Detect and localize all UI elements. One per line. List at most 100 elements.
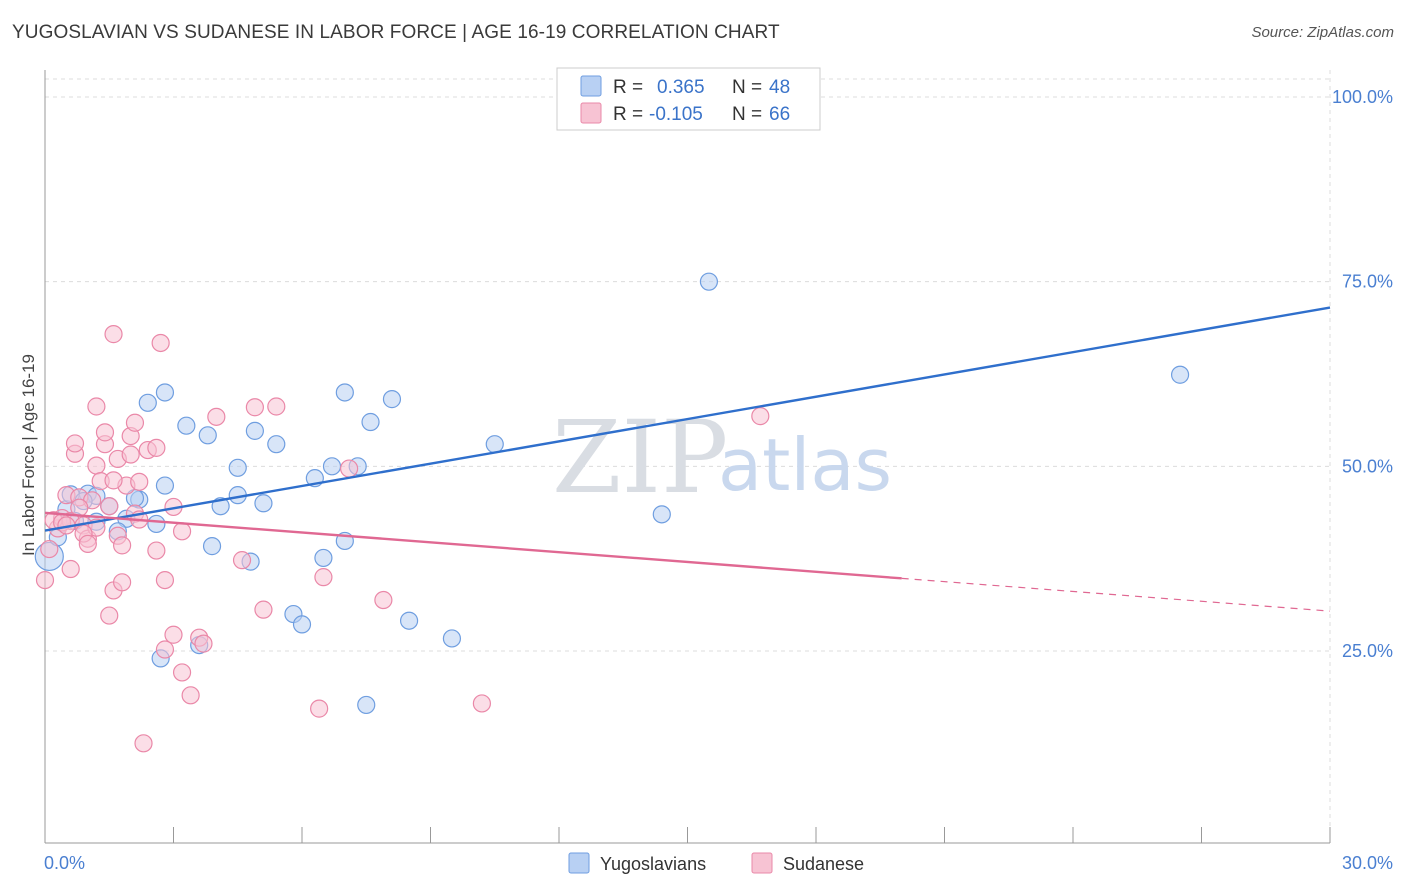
sudanese-point [40,539,59,559]
tick-labels: 25.0% 50.0% 75.0% 100.0% 0.0% 30.0% [44,87,1393,873]
yugoslavian-point [155,476,175,495]
yugoslavian-point [322,457,342,476]
y-tick-label-2: 75.0% [1342,272,1393,292]
sudanese-point [147,541,166,560]
sudanese-point [100,497,119,516]
yugoslavian-point [228,458,247,477]
sudanese-point [751,407,770,426]
sudanese-point [112,536,132,555]
yugoslavian-point [699,272,719,291]
yugoslavian-point [245,421,264,440]
yugoslavian-point [267,435,286,454]
sudanese-point [87,397,106,416]
sudanese-point [130,472,149,491]
sudanese-point [194,634,213,653]
sudanese-point [310,699,329,718]
y-tick-label-1: 50.0% [1342,456,1393,476]
yugoslavian-point [314,548,333,568]
sudanese-point [61,559,80,579]
y-tick-label-3: 100.0% [1332,87,1393,107]
yugoslavian-point [442,629,462,648]
yugoslavian-point [335,383,354,402]
legend-r-value-1: 0.365 [657,77,705,98]
sudanese-point [181,686,200,705]
chart-title: YUGOSLAVIAN VS SUDANESE IN LABOR FORCE |… [12,22,780,43]
legend-n-value-2: 66 [769,104,790,125]
sudanese-point [95,423,115,442]
yugoslavian-point [357,695,376,715]
yugoslavian-point [485,435,504,454]
yugoslavian-point [198,426,217,445]
sudanese-trend-line [44,511,902,580]
yugoslavian-point [138,393,157,412]
sudanese-trend-line-dashed [901,577,1331,612]
yugoslavian-point [254,494,273,513]
sudanese-point [232,551,252,570]
x-tick-label-1: 30.0% [1342,853,1393,873]
sudanese-point [78,534,97,553]
x-tick-label-0: 0.0% [44,853,85,873]
legend-n-label-1: N = [732,77,762,98]
bottom-legend-swatch-yugoslavians [568,852,590,874]
sudanese-point [151,333,170,353]
y-axis-label: In Labor Force | Age 16-19 [19,354,38,556]
sudanese-point [35,570,55,590]
stats-legend: R = 0.365 N = 48 R = -0.105 N = 66 [556,67,821,131]
yugoslavian-point [202,537,222,556]
watermark-atlas: atlas [718,423,892,507]
legend-r-label-1: R = [613,77,643,98]
watermark-zip: ZIP [552,399,728,516]
legend-swatch-sudanese [580,102,602,124]
data-points [34,87,1190,753]
yugoslavian-point [399,611,419,630]
sudanese-point [70,498,89,517]
sudanese-point [87,456,106,475]
sudanese-point [254,600,273,619]
legend-n-value-1: 48 [769,77,790,98]
sudanese-point [112,573,132,592]
watermark: ZIP atlas [552,399,892,516]
sudanese-point [104,325,123,344]
sudanese-point [100,606,119,625]
legend-r-label-2: R = [613,104,643,125]
sudanese-point [104,471,123,490]
sudanese-point [172,522,192,541]
source-credit: Source: ZipAtlas.com [1251,24,1394,41]
series-legend: Yugoslavians Sudanese [568,852,864,874]
sudanese-point [207,407,226,426]
bottom-legend-yugoslavians: Yugoslavians [600,854,706,874]
sudanese-point [245,398,264,417]
yugoslavian-point [361,412,380,432]
bottom-legend-swatch-sudanese [751,852,773,874]
yugoslavian-point [147,514,166,534]
sudanese-point [65,434,85,453]
sudanese-point [134,734,153,753]
axes [44,70,1331,844]
sudanese-point [155,640,175,659]
sudanese-point [147,438,166,457]
sudanese-point [155,570,175,590]
yugoslavian-point [382,390,402,409]
yugoslavian-point [292,615,312,634]
y-tick-label-0: 25.0% [1342,641,1393,661]
yugoslavian-point [652,505,671,524]
legend-r-value-2: -0.105 [649,104,703,125]
sudanese-point [340,459,359,478]
sudanese-point [172,663,192,682]
legend-n-label-2: N = [732,104,762,125]
yugoslavian-point [155,383,175,402]
sudanese-point [472,694,491,713]
yugoslavian-trend-line [44,306,1331,532]
sudanese-point [267,397,286,416]
sudanese-point [314,568,333,587]
sudanese-point [374,590,393,610]
legend-swatch-yugoslavians [580,75,602,97]
sudanese-point [125,413,145,432]
bottom-legend-sudanese: Sudanese [783,854,864,874]
sudanese-point [121,445,140,464]
sudanese-point [164,625,183,644]
trend-lines [44,306,1331,612]
yugoslavian-point [177,416,196,435]
yugoslavian-point [1170,365,1190,384]
